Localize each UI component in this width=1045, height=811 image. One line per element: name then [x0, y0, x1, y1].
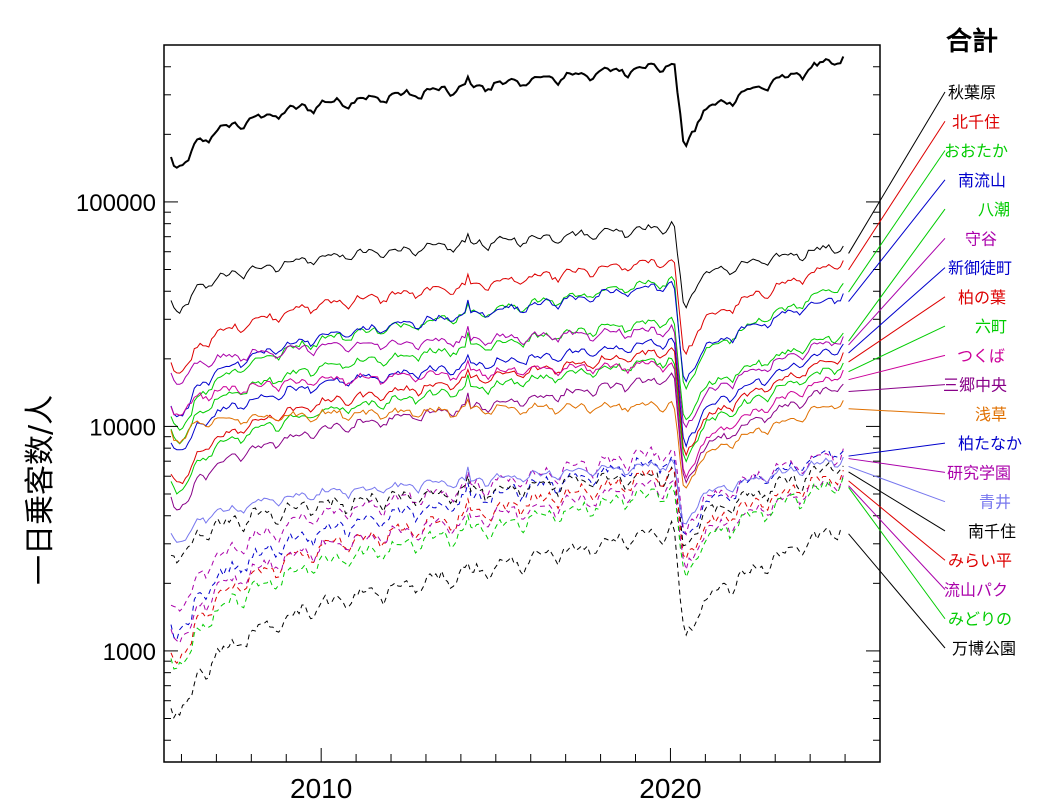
legend-leader-line — [848, 465, 946, 503]
series-line-14 — [170, 445, 844, 612]
legend-label: 万博公園 — [952, 639, 1016, 658]
legend-leader-line — [848, 296, 946, 363]
series-line-11 — [170, 372, 844, 511]
legend-leader-line — [848, 408, 946, 415]
legend-label: つくば — [957, 346, 1005, 365]
y-axis-label: 一日乗客数/人 — [23, 395, 58, 585]
series-line-2 — [170, 258, 844, 374]
series-line-13 — [170, 449, 844, 641]
series-line-10 — [170, 358, 844, 479]
legend-label: 南千住 — [968, 522, 1016, 541]
legend-label: 柏の葉 — [958, 288, 1006, 307]
legend-leader-line — [848, 120, 946, 271]
series-line-18 — [170, 475, 844, 645]
series-line-15 — [170, 456, 844, 543]
legend-label: 南流山 — [958, 171, 1006, 190]
legend-leader-line — [848, 150, 946, 293]
series-line-20 — [170, 519, 844, 719]
axes-layer: 2010 2020 1000 10000 100000 — [76, 44, 880, 804]
x-tick-label: 2010 — [290, 773, 352, 804]
legend-label: 流山パク — [944, 580, 1008, 599]
legend-label: 青井 — [979, 493, 1011, 512]
legend-label: 新御徒町 — [948, 259, 1012, 278]
legend-label: おおたか — [944, 142, 1008, 161]
y-tick-label: 1000 — [103, 639, 156, 666]
legend-label: みどりの — [948, 610, 1012, 629]
legend-label: 六町 — [975, 317, 1007, 336]
legend-leader-line — [848, 533, 946, 649]
legend-label: 柏たなか — [958, 434, 1022, 453]
legend-label: みらい平 — [948, 551, 1012, 570]
legend-label: 守谷 — [965, 229, 997, 248]
legend-label: 北千住 — [952, 112, 1000, 131]
legend-label: 浅草 — [975, 405, 1007, 424]
legend-leader-line — [848, 480, 946, 561]
x-tick-label: 2020 — [639, 773, 701, 804]
series-line-8 — [170, 347, 844, 485]
legend-leader-line — [848, 354, 946, 381]
y-tick-label: 100000 — [76, 190, 156, 217]
legend-leader-line — [848, 384, 946, 393]
legend-leader-line — [848, 179, 946, 302]
series-layer — [170, 56, 845, 719]
legend-leader-line — [848, 208, 946, 342]
legend-leader-line — [848, 487, 946, 620]
series-line-9 — [170, 357, 844, 495]
series-line-6 — [170, 323, 844, 429]
chart-title: 合計 — [946, 26, 998, 57]
legend-leader-line — [848, 442, 946, 457]
legend-label: 研究学園 — [947, 463, 1011, 482]
series-line-12 — [170, 397, 844, 489]
legend-leader-line — [848, 485, 946, 590]
series-line-1 — [170, 220, 844, 315]
series-line-0 — [170, 56, 845, 169]
y-tick-label: 10000 — [89, 414, 156, 441]
legend-label: 三郷中央 — [943, 376, 1007, 395]
legend-leader-line — [848, 267, 946, 354]
legend-layer: 秋葉原北千住おおたか南流山八潮守谷新御徒町柏の葉六町つくば三郷中央浅草柏たなか研… — [848, 83, 1022, 658]
plot-area — [163, 44, 881, 763]
legend-leader-line — [848, 471, 946, 532]
series-line-7 — [170, 337, 844, 451]
legend-leader-line — [848, 91, 946, 254]
legend-label: 八潮 — [978, 200, 1010, 219]
plot-frame — [163, 44, 881, 763]
series-line-16 — [170, 462, 844, 564]
series-line-17 — [170, 467, 844, 664]
legend-leader-line — [848, 237, 946, 346]
series-line-4 — [170, 280, 844, 418]
legend-label: 秋葉原 — [948, 83, 996, 102]
legend-leader-line — [848, 458, 946, 473]
series-line-5 — [170, 316, 844, 445]
legend-leader-line — [848, 325, 946, 373]
